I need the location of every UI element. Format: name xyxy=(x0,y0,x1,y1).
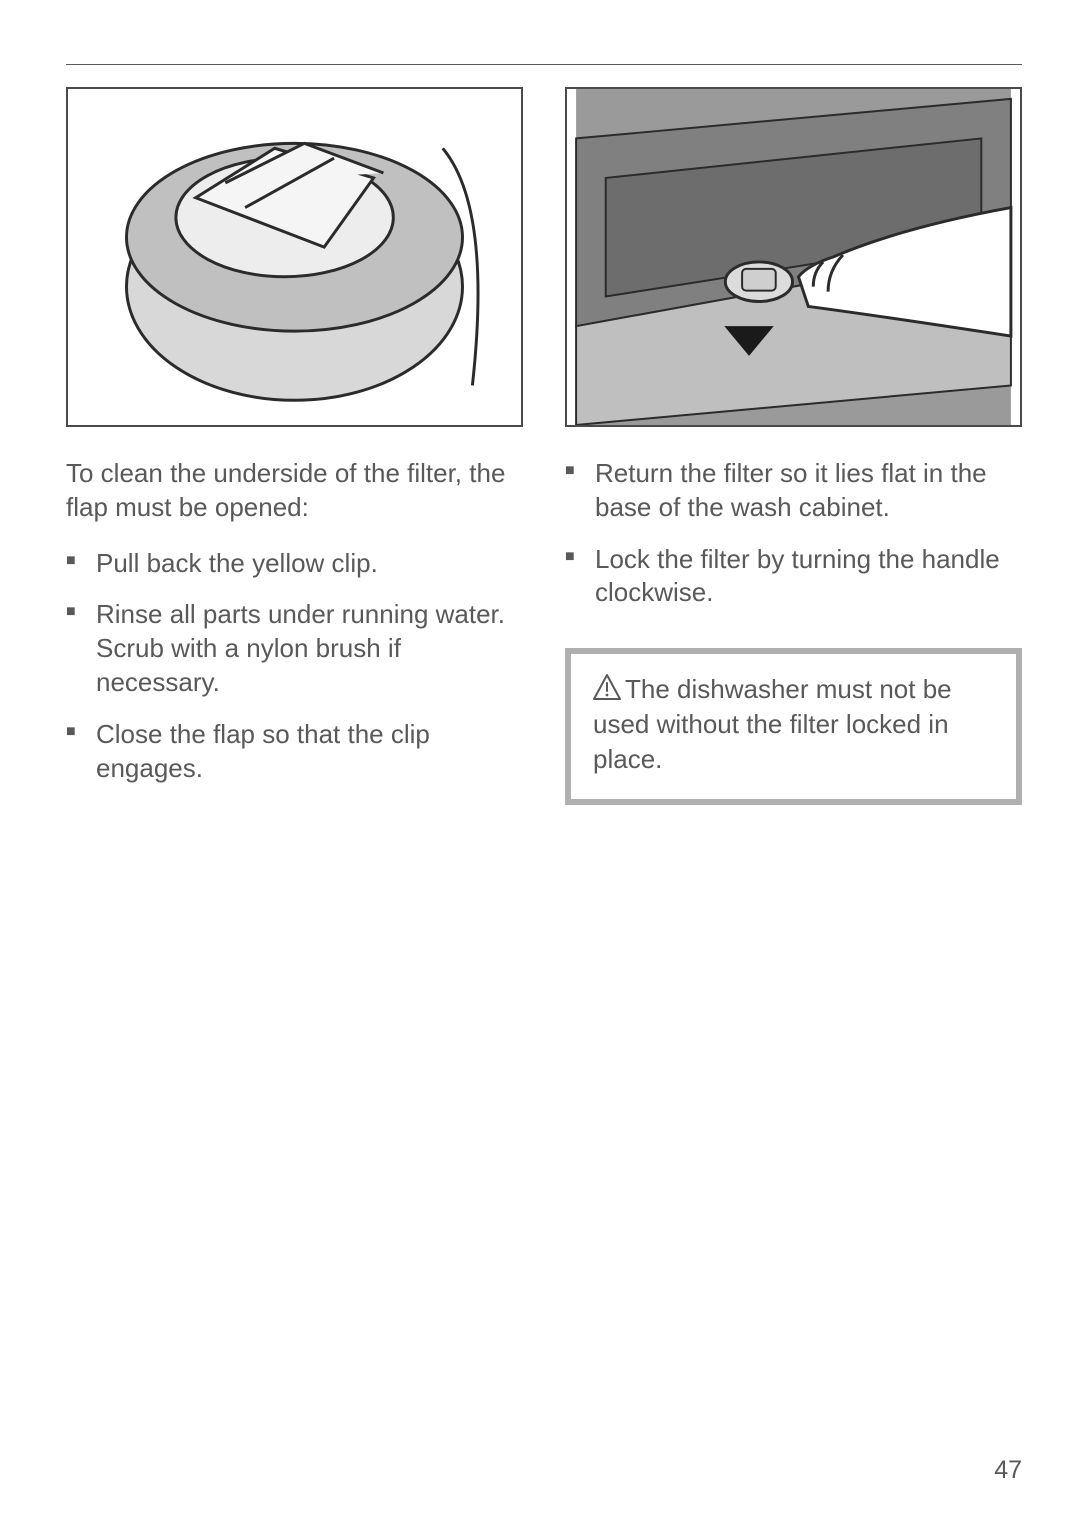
list-item: Lock the filter by turning the handle cl… xyxy=(565,543,1022,611)
top-divider xyxy=(66,64,1022,65)
right-steps-list: Return the filter so it lies flat in the… xyxy=(565,457,1022,610)
page-number: 47 xyxy=(994,1456,1022,1485)
page: To clean the underside of the filter, th… xyxy=(0,0,1080,869)
left-column: To clean the underside of the filter, th… xyxy=(66,87,523,805)
two-column-layout: To clean the underside of the filter, th… xyxy=(66,87,1022,805)
filter-basket-illustration xyxy=(66,87,523,427)
left-steps-list: Pull back the yellow clip. Rinse all par… xyxy=(66,547,523,786)
list-item: Close the flap so that the clip engages. xyxy=(66,718,523,786)
list-item: Rinse all parts under running water. Scr… xyxy=(66,598,523,699)
list-item: Return the filter so it lies flat in the… xyxy=(565,457,1022,525)
filter-locking-illustration xyxy=(565,87,1022,427)
warning-icon xyxy=(593,674,621,700)
warning-box: The dishwasher must not be used without … xyxy=(565,648,1022,805)
warning-text: The dishwasher must not be used without … xyxy=(593,674,952,774)
left-intro-text: To clean the underside of the filter, th… xyxy=(66,457,523,525)
right-column: Return the filter so it lies flat in the… xyxy=(565,87,1022,805)
list-item: Pull back the yellow clip. xyxy=(66,547,523,581)
